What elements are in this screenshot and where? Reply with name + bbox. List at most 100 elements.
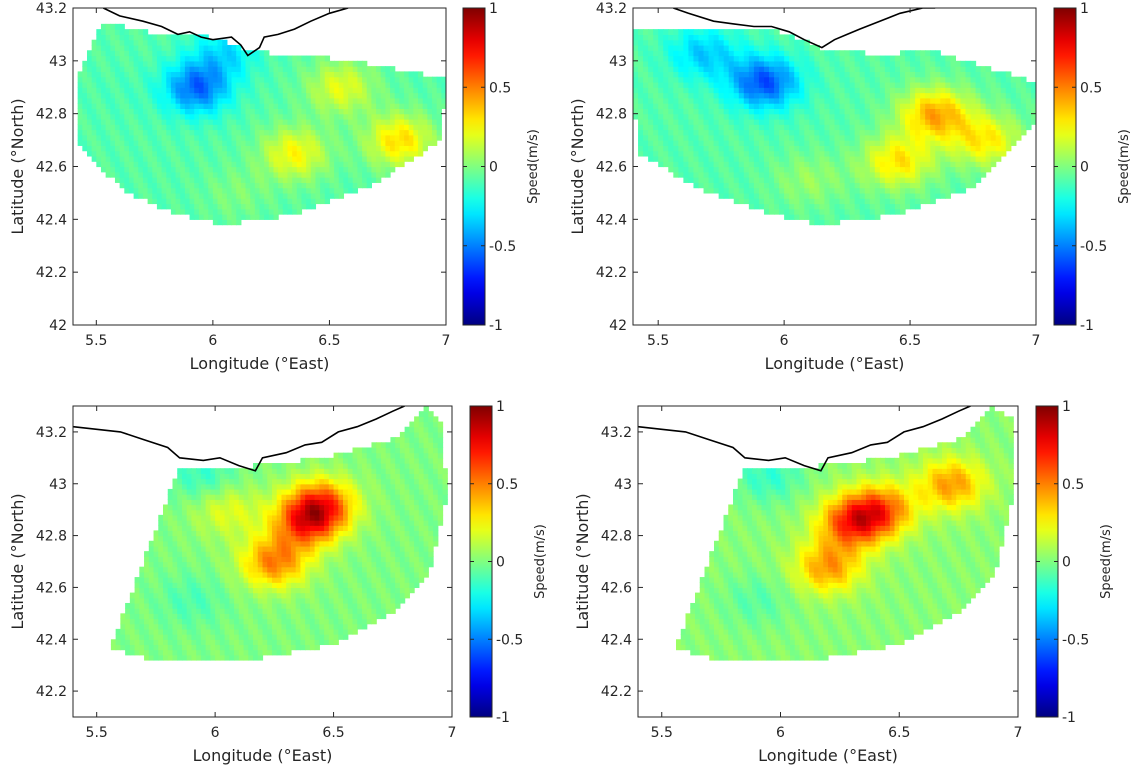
speed-cell: [390, 87, 396, 94]
speed-cell: [789, 166, 795, 173]
speed-cell: [708, 182, 715, 189]
speed-cell: [273, 198, 279, 205]
speed-cell: [236, 198, 242, 205]
speed-cell: [110, 166, 116, 173]
speed-cell: [198, 150, 205, 157]
speed-cell: [809, 118, 815, 125]
speed-cell: [758, 192, 765, 199]
speed-cell: [177, 649, 183, 656]
speed-cell: [310, 87, 317, 94]
speed-cell: [789, 60, 795, 67]
speed-cell: [352, 66, 359, 72]
speed-cell: [829, 166, 836, 173]
speed-cell: [324, 71, 331, 78]
speed-cell: [874, 192, 881, 199]
speed-cell: [723, 129, 730, 136]
speed-cell: [915, 140, 921, 146]
speed-cell: [844, 124, 851, 131]
speed-cell: [643, 134, 649, 141]
speed-cell: [769, 92, 775, 99]
speed-cell: [698, 113, 705, 120]
speed-cell: [970, 103, 977, 109]
speed-cell: [859, 187, 866, 194]
speed-cell: [290, 628, 297, 635]
speed-cell: [648, 124, 654, 131]
speed-cell: [152, 198, 158, 205]
speed-cell: [910, 103, 916, 109]
speed-cell: [245, 155, 251, 162]
speed-cell: [413, 103, 419, 109]
speed-cell: [784, 113, 790, 120]
speed-cell: [267, 634, 273, 640]
speed-cell: [236, 150, 242, 157]
speed-cell: [678, 29, 684, 36]
speed-cell: [371, 618, 377, 625]
speed-cell: [170, 203, 177, 210]
speed-cell: [376, 71, 382, 78]
speed-cell: [226, 150, 233, 157]
speed-cell: [105, 81, 111, 88]
speed-cell: [844, 134, 851, 141]
speed-cell: [77, 108, 83, 115]
speed-cell: [693, 81, 700, 88]
speed-cell: [385, 87, 391, 94]
speed-cell: [371, 177, 377, 183]
speed-cell: [879, 208, 886, 215]
speed-cell: [758, 134, 765, 141]
speed-cell: [124, 76, 130, 83]
speed-cell: [879, 76, 886, 83]
speed-cell: [338, 81, 345, 88]
speed-cell: [91, 44, 97, 51]
colorbar-tick-label: 0.5: [489, 80, 511, 96]
speed-cell: [181, 623, 188, 630]
speed-cell: [278, 66, 284, 72]
speed-cell: [236, 187, 242, 194]
speed-cell: [804, 155, 810, 162]
speed-cell: [854, 97, 861, 104]
speed-cell: [217, 92, 223, 99]
speed-cell: [748, 155, 755, 162]
speed-cell: [683, 103, 690, 109]
speed-cell: [348, 108, 354, 115]
speed-cell: [147, 108, 153, 115]
speed-cell: [874, 55, 881, 62]
speed-cell: [231, 182, 237, 189]
speed-cell: [653, 76, 659, 83]
speed-cell: [718, 55, 725, 62]
speed-cell: [673, 124, 679, 131]
speed-cell: [362, 66, 368, 72]
speed-cell: [859, 76, 866, 83]
speed-cell: [324, 150, 331, 157]
speed-cell: [186, 649, 193, 656]
speed-cell: [824, 219, 831, 226]
speed-cell: [804, 171, 810, 178]
speed-cell: [296, 113, 303, 120]
speed-cell: [105, 44, 111, 51]
speed-cell: [300, 618, 306, 625]
speed-cell: [930, 192, 936, 199]
speed-cell: [633, 108, 639, 115]
speed-cell: [839, 124, 846, 131]
speed-cell: [733, 166, 740, 173]
speed-cell: [196, 628, 202, 635]
speed-cell: [306, 60, 312, 67]
speed-cell: [170, 177, 177, 183]
speed-cell: [784, 44, 790, 51]
speed-cell: [96, 87, 102, 94]
speed-cell: [753, 161, 760, 168]
speed-cell: [698, 44, 705, 51]
speed-cell: [975, 145, 982, 152]
speed-cell: [418, 150, 424, 157]
speed-cell: [930, 92, 936, 99]
speed-cell: [945, 76, 951, 83]
speed-cell: [404, 92, 410, 99]
speed-cell: [161, 161, 167, 168]
speed-cell: [774, 150, 780, 157]
speed-cell: [175, 124, 181, 131]
speed-cell: [864, 145, 871, 152]
speed-cell: [352, 124, 359, 131]
speed-cell: [955, 129, 962, 136]
speed-cell: [222, 187, 228, 194]
speed-cell: [306, 76, 312, 83]
speed-cell: [668, 55, 674, 62]
